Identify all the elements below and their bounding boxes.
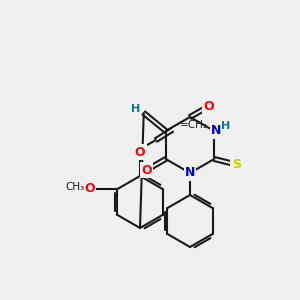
- Text: S: S: [232, 158, 241, 172]
- Text: N: N: [211, 124, 221, 137]
- Text: H: H: [131, 104, 140, 114]
- Text: O: O: [141, 164, 152, 176]
- Text: O: O: [84, 182, 95, 196]
- Text: N: N: [185, 167, 195, 179]
- Text: O: O: [135, 146, 145, 158]
- Text: O: O: [204, 100, 214, 112]
- Text: =CH₂: =CH₂: [180, 120, 208, 130]
- Text: H: H: [220, 121, 230, 131]
- Text: CH₃: CH₃: [66, 182, 85, 192]
